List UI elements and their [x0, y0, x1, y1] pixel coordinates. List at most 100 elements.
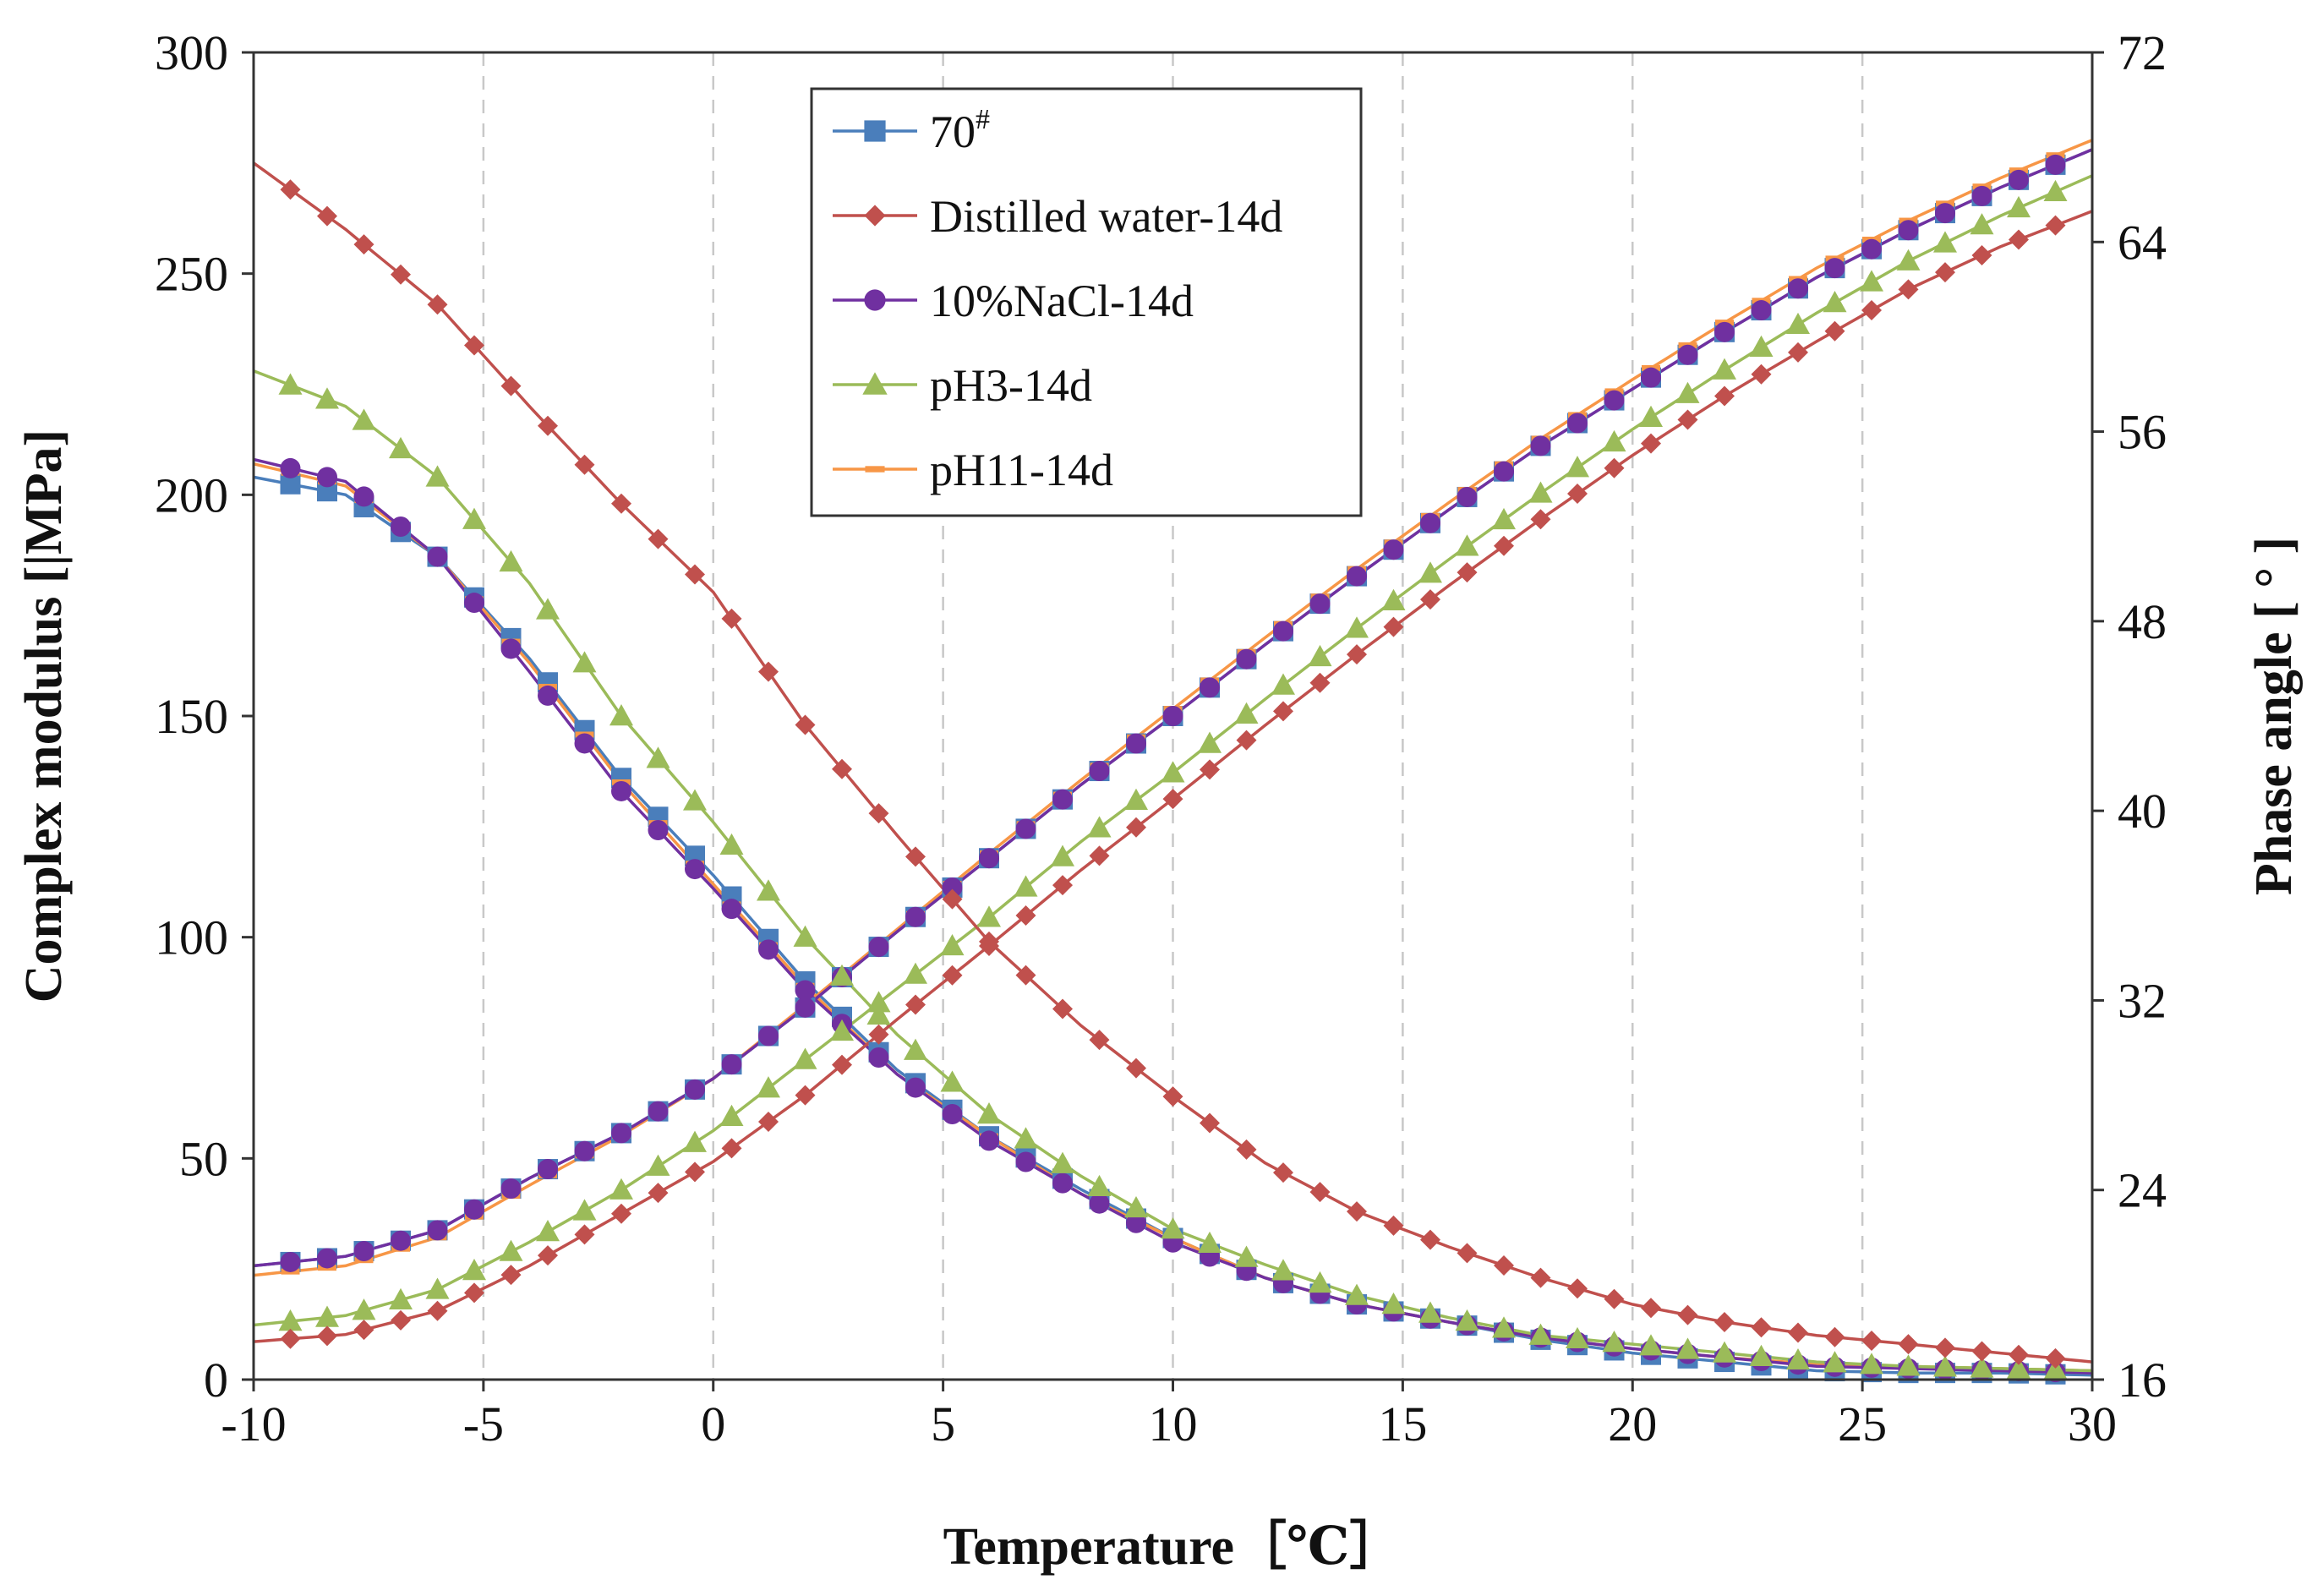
- data-point-phase: [353, 1241, 374, 1262]
- x-tick-label: 5: [931, 1396, 955, 1451]
- y-left-tick-label: 150: [155, 689, 228, 744]
- data-point-modulus: [1713, 1341, 1736, 1363]
- data-point-modulus: [1124, 1195, 1148, 1218]
- data-point-phase: [1014, 875, 1038, 897]
- data-point-modulus: [1786, 1347, 1810, 1370]
- data-point-phase: [1457, 562, 1478, 583]
- data-point-modulus: [795, 714, 816, 735]
- data-point-phase: [1271, 673, 1295, 695]
- data-point-modulus: [425, 465, 450, 487]
- data-point-phase: [1455, 534, 1479, 556]
- data-point-phase: [2043, 179, 2068, 202]
- data-point-phase: [868, 937, 889, 958]
- data-point-phase: [648, 1183, 669, 1204]
- data-point-modulus: [1089, 1030, 1110, 1051]
- data-point-phase: [1126, 817, 1146, 838]
- data-point-modulus: [1200, 1112, 1220, 1134]
- data-point-modulus: [942, 1104, 963, 1124]
- data-point-modulus: [1126, 1212, 1146, 1233]
- x-tick-label: -10: [221, 1396, 286, 1451]
- data-point-modulus: [1824, 1326, 1845, 1347]
- y-right-tick-label: 72: [2118, 25, 2167, 80]
- data-point-phase: [1309, 672, 1331, 693]
- axes: -10 -5 0 5 10 15 20 25 3005010015020025030016243…: [155, 25, 2167, 1451]
- data-point-modulus: [538, 415, 558, 436]
- data-point-phase: [1494, 461, 1514, 482]
- data-point-phase: [317, 1248, 337, 1269]
- data-point-phase: [905, 906, 926, 927]
- data-point-modulus: [1749, 1344, 1774, 1366]
- data-point-phase: [648, 1101, 669, 1122]
- data-point-phase: [280, 1251, 301, 1272]
- legend-marker: [864, 289, 886, 311]
- x-tick-label: 10: [1149, 1396, 1198, 1451]
- data-point-phase: [1236, 730, 1257, 751]
- x-tick-label: 25: [1838, 1396, 1887, 1451]
- legend-marker: [864, 205, 886, 227]
- data-point-modulus: [1641, 1298, 1661, 1319]
- data-point-phase: [1567, 413, 1588, 434]
- data-point-modulus: [1530, 1267, 1551, 1288]
- data-point-phase: [1861, 238, 1882, 260]
- data-point-phase: [1124, 788, 1148, 811]
- data-point-modulus: [868, 1047, 889, 1069]
- data-point-phase: [942, 877, 963, 898]
- data-point-modulus: [1198, 1231, 1222, 1254]
- data-point-phase: [1860, 270, 1883, 292]
- data-point-modulus: [280, 457, 301, 478]
- data-point-modulus: [1898, 1334, 1919, 1355]
- data-point-modulus: [868, 803, 889, 824]
- data-point-modulus: [1970, 1356, 1994, 1378]
- data-point-modulus: [1015, 965, 1036, 986]
- data-point-phase: [1528, 481, 1553, 503]
- data-point-modulus: [648, 820, 669, 841]
- data-point-phase: [832, 1054, 852, 1075]
- data-point-modulus: [1126, 1058, 1146, 1079]
- legend-box: [810, 87, 1363, 517]
- data-point-modulus: [795, 980, 816, 1001]
- data-point-phase: [1162, 706, 1183, 726]
- data-point-phase: [1089, 845, 1110, 866]
- data-point-modulus: [905, 1077, 926, 1098]
- data-point-modulus: [1933, 1355, 1957, 1377]
- data-point-phase: [758, 1025, 779, 1047]
- data-point-modulus: [1052, 998, 1073, 1019]
- data-point-phase: [1420, 589, 1440, 610]
- data-point-modulus: [1457, 1243, 1478, 1264]
- data-point-phase: [611, 1203, 631, 1224]
- data-point-modulus: [2007, 1357, 2031, 1379]
- y-right-tick-label: 40: [2118, 784, 2167, 839]
- data-point-modulus: [1971, 1341, 1992, 1362]
- legend-label: Distilled water-14d: [930, 191, 1282, 242]
- data-point-phase: [1273, 620, 1293, 642]
- data-point-modulus: [940, 1070, 965, 1092]
- data-point-modulus: [317, 467, 337, 488]
- data-point-modulus: [2043, 1358, 2068, 1380]
- y-left-tick-label: 100: [155, 910, 228, 965]
- data-point-phase: [1935, 203, 1955, 224]
- y-right-tick-label: 32: [2118, 973, 2167, 1028]
- data-point-modulus: [353, 486, 374, 507]
- data-point-modulus: [574, 733, 595, 754]
- data-point-phase: [1898, 279, 1919, 300]
- data-point-modulus: [1345, 1283, 1369, 1305]
- data-point-phase: [1824, 320, 1845, 342]
- data-point-phase: [1236, 648, 1257, 670]
- data-point-phase: [1420, 512, 1440, 533]
- x-tick-label: 0: [701, 1396, 725, 1451]
- data-point-modulus: [1896, 1354, 1921, 1376]
- y-right-tick-label: 48: [2118, 594, 2167, 649]
- data-point-phase: [317, 1325, 337, 1347]
- data-point-phase: [1567, 484, 1588, 505]
- data-point-phase: [866, 991, 891, 1013]
- data-point-phase: [352, 1298, 376, 1320]
- data-point-phase: [391, 1309, 411, 1331]
- y-right-tick-label: 24: [2118, 1163, 2167, 1218]
- data-point-modulus: [1418, 1301, 1442, 1323]
- data-point-phase: [1015, 818, 1036, 839]
- y-right-tick-label: 16: [2118, 1353, 2167, 1407]
- data-point-modulus: [1677, 1304, 1698, 1325]
- data-point-phase: [536, 1220, 560, 1242]
- data-point-modulus: [500, 638, 522, 659]
